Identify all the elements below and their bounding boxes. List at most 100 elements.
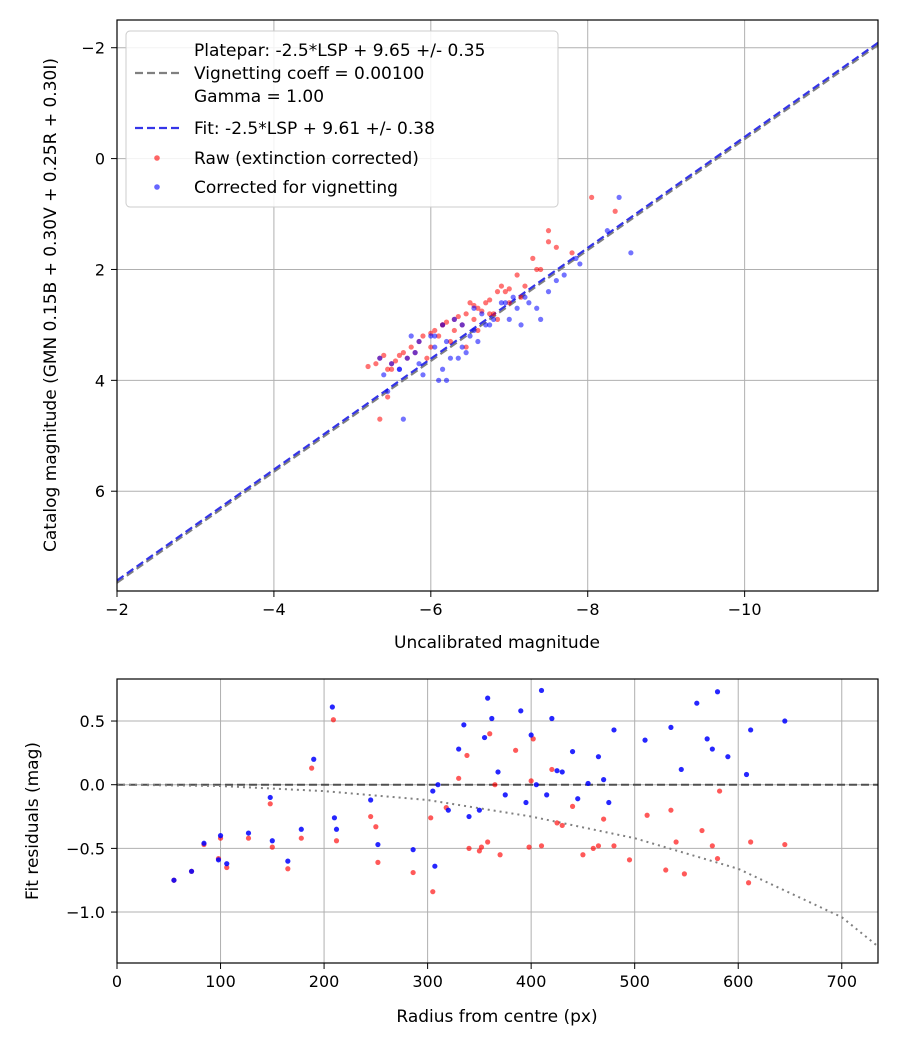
raw-residual-point	[748, 839, 754, 845]
raw-point	[522, 283, 528, 289]
corrected-point	[616, 194, 622, 200]
legend-platepar-line3: Gamma = 1.00	[194, 87, 324, 107]
corrected-point	[408, 333, 414, 339]
raw-residual-point	[330, 717, 336, 723]
corrected-point	[506, 316, 512, 322]
top-y-tick-label: −2	[81, 39, 105, 58]
raw-residual-point	[549, 766, 555, 773]
raw-point	[451, 327, 457, 334]
corrected-residual-point	[432, 863, 438, 869]
raw-point	[377, 416, 383, 422]
corrected-point	[404, 355, 410, 361]
raw-residual-point	[497, 852, 503, 858]
corrected-residual-point	[544, 792, 550, 798]
raw-point	[506, 300, 512, 306]
raw-point	[420, 333, 426, 339]
corrected-residual-point	[445, 807, 451, 813]
corrected-residual-point	[489, 715, 495, 722]
bottom-ticks: 0 100 200 300 400 500 600 700 −1.0 −0.5 0.0 0.5	[66, 712, 857, 991]
top-x-tick-label: −8	[576, 600, 600, 619]
raw-residual-point	[267, 801, 273, 807]
bottom-y-tick-label: −1.0	[66, 903, 105, 922]
legend-corrected-label: Corrected for vignetting	[194, 178, 398, 198]
top-x-tick-label: −2	[105, 600, 129, 619]
raw-residual-point	[626, 857, 633, 863]
raw-point	[467, 300, 473, 306]
corrected-point	[490, 316, 497, 322]
raw-residual-point	[245, 835, 252, 841]
corrected-point	[385, 388, 391, 395]
corrected-point	[467, 333, 473, 339]
legend-platepar-line1: Platepar: -2.5*LSP + 9.65 +/- 0.35	[194, 41, 485, 61]
bottom-x-axis-label: Radius from centre (px)	[396, 1007, 597, 1027]
raw-residual-point	[456, 775, 462, 781]
raw-residual-point	[601, 816, 607, 822]
raw-point	[424, 355, 430, 361]
magnitude-calibration-chart: −2 −4 −6 −8 −10 −2 0 2 4 6 Uncalibrated magnitude…	[41, 19, 879, 653]
raw-point	[490, 311, 497, 317]
raw-residual-point	[559, 822, 565, 829]
legend-raw-label: Raw (extinction corrected)	[194, 149, 419, 169]
raw-point	[471, 316, 477, 322]
raw-point	[534, 266, 540, 273]
corrected-point	[518, 322, 524, 328]
corrected-residual-point	[485, 695, 491, 701]
raw-point	[487, 297, 493, 303]
legend-platepar-line2: Vignetting coeff = 0.00100	[194, 64, 424, 84]
bottom-x-tick-label: 700	[826, 972, 857, 991]
corrected-residual-point	[333, 826, 340, 832]
raw-point	[388, 366, 395, 372]
bottom-x-tick-label: 200	[309, 972, 340, 991]
corrected-residual-point	[642, 737, 648, 743]
bottom-x-tick-label: 600	[723, 972, 754, 991]
raw-residual-point	[375, 859, 381, 865]
raw-residual-point	[485, 839, 491, 845]
top-legend[interactable]: Platepar: -2.5*LSP + 9.65 +/- 0.35 Vigne…	[125, 30, 559, 208]
corrected-residual-point	[476, 807, 482, 813]
corrected-point	[471, 305, 477, 311]
raw-residual-point	[333, 838, 340, 844]
corrected-point	[439, 366, 446, 372]
raw-residual-point	[668, 807, 674, 813]
raw-point	[589, 194, 595, 200]
raw-residual-point	[745, 880, 752, 886]
raw-point	[443, 319, 450, 325]
corrected-point	[573, 255, 579, 261]
corrected-point	[577, 261, 583, 267]
raw-residual-point	[673, 839, 679, 845]
corrected-residual-point	[549, 715, 555, 722]
raw-residual-point	[595, 843, 602, 849]
corrected-residual-point	[188, 868, 195, 874]
raw-point	[530, 255, 536, 261]
top-x-tick-label: −6	[419, 600, 443, 619]
corrected-point	[545, 289, 552, 295]
raw-residual-point	[269, 844, 275, 850]
raw-point	[518, 294, 524, 300]
bottom-x-tick-label: 500	[619, 972, 650, 991]
corrected-residual-point	[329, 704, 335, 710]
top-x-tick-label: −10	[728, 600, 762, 619]
corrected-point	[443, 338, 450, 345]
bottom-grid	[116, 679, 878, 963]
raw-point	[432, 327, 438, 334]
raw-residual-point	[538, 843, 545, 849]
raw-point	[498, 283, 505, 289]
raw-point	[475, 327, 481, 334]
corrected-point	[416, 338, 422, 345]
corrected-point	[388, 361, 395, 367]
raw-residual-point	[309, 765, 315, 771]
raw-residual-point	[554, 820, 560, 826]
raw-residual-point	[368, 813, 374, 820]
raw-residual-point	[714, 855, 721, 862]
corrected-residual-point	[466, 813, 472, 820]
corrected-point	[451, 316, 457, 322]
raw-residual-point	[373, 824, 379, 830]
corrected-residual-point	[430, 788, 436, 794]
corrected-residual-point	[569, 748, 576, 755]
corrected-point	[432, 344, 438, 350]
corrected-residual-point	[743, 771, 750, 778]
corrected-residual-point	[368, 797, 374, 803]
corrected-residual-point	[606, 799, 612, 806]
bottom-x-tick-label: 0	[112, 972, 122, 991]
raw-point	[463, 344, 469, 350]
